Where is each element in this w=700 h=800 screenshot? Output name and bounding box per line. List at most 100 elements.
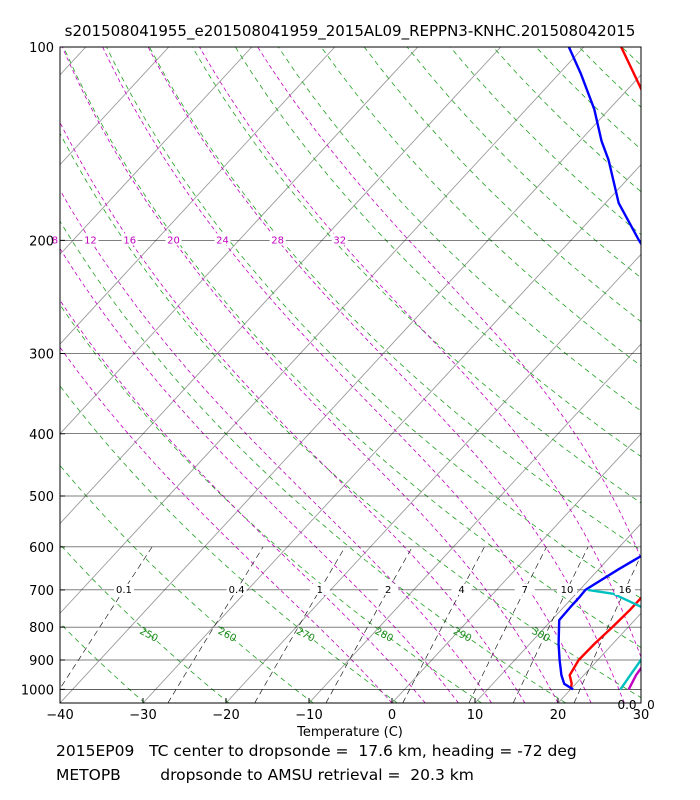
series-line-4 (627, 666, 641, 690)
mixing-ratio-label: 4 (458, 585, 464, 596)
grid-lines (0, 47, 700, 703)
dry-adiabat-label: 280 (373, 626, 395, 645)
y-tick-label: 1000 (21, 683, 54, 698)
dry-adiabat (535, 47, 641, 150)
moist-adiabat (61, 47, 559, 703)
mixing-ratio-label-bg (557, 583, 578, 595)
corner-label: 0.0 (617, 698, 636, 712)
dry-adiabat (60, 132, 641, 699)
isotherm-line (142, 163, 641, 703)
moist-adiabat (199, 47, 641, 659)
mixing-ratio-label-bg (378, 583, 399, 595)
moist-adiabat-label: 16 (123, 235, 136, 246)
moist-adiabat (147, 47, 625, 703)
dry-adiabat (106, 47, 641, 599)
isotherm-line (474, 522, 641, 703)
isotherm-line (60, 47, 253, 256)
y-tick-label: 800 (29, 621, 54, 636)
moist-adiabat-label: 20 (167, 235, 180, 246)
dry-adiabat (665, 47, 700, 703)
moist-adiabat (60, 189, 492, 703)
dry-adiabat-label: 290 (451, 626, 473, 645)
mixing-ratio-line (254, 546, 346, 703)
y-tick-label: 900 (29, 654, 54, 669)
moist-adiabat (60, 247, 459, 703)
isotherm-line (60, 47, 502, 525)
mixing-ratio-line (325, 546, 413, 703)
moist-adiabat-label-bg (121, 233, 138, 246)
mixing-ratio-label-bg (113, 583, 134, 595)
plot-frame (59, 46, 642, 704)
mixing-ratio-label-bg (514, 583, 535, 595)
isotherm-line (308, 343, 641, 703)
x-tick-label: 30 (633, 708, 650, 723)
dry-adiabat (60, 304, 482, 703)
dry-adiabat (191, 47, 641, 504)
dry-adiabat (320, 47, 641, 367)
isotherm-line (0, 47, 3, 703)
moist-adiabat-label: 28 (271, 235, 284, 246)
x-tick-label: −40 (46, 708, 73, 723)
dry-adiabat (449, 47, 641, 236)
mixing-ratio-label-bg (451, 583, 472, 595)
y-tick-label: 200 (29, 234, 54, 249)
mixing-ratio-line (512, 546, 589, 703)
moist-adiabat (102, 47, 592, 703)
moist-adiabat-label-bg (214, 233, 231, 246)
moist-adiabat (60, 346, 393, 703)
y-tick-label: 700 (29, 584, 54, 599)
mixing-ratio-label: 7 (522, 585, 528, 596)
series-line-3 (587, 588, 641, 691)
moist-adiabat (60, 121, 526, 703)
caption-line-1: 2015EP09 TC center to dropsonde = 17.6 k… (56, 742, 577, 760)
x-tick-label: −30 (129, 708, 156, 723)
isobar-lines (60, 47, 641, 690)
corner-label: 0 (647, 698, 655, 712)
moist-adiabat-label: 8 (52, 235, 58, 246)
y-tick-label: 100 (29, 41, 54, 56)
mixing-ratio-line (167, 546, 264, 703)
x-axis-label: Temperature (C) (296, 725, 403, 740)
caption-line-2: METOPB dropsonde to AMSU retrieval = 20.… (56, 766, 474, 784)
y-tick-label: 600 (29, 541, 54, 556)
moist-adiabat (60, 299, 426, 703)
dry-adiabat (60, 622, 146, 703)
mixing-ratio-label-bg (614, 583, 635, 595)
mixing-ratio-line (402, 546, 485, 703)
y-tick-label: 400 (29, 428, 54, 443)
mixing-ratio-label: 1 (317, 585, 323, 596)
mixing-ratio-line (60, 546, 153, 690)
x-tick-label: 0 (388, 708, 396, 723)
isotherm-line (225, 253, 641, 703)
y-tick-label: 500 (29, 490, 54, 505)
series-lines (557, 47, 641, 691)
moist-adiabat-label-bg (165, 233, 182, 246)
dry-adiabat-label: 260 (216, 626, 238, 645)
dry-adiabat (578, 47, 641, 108)
series-line-2 (557, 47, 641, 691)
x-tick-label: 10 (467, 708, 484, 723)
dry-adiabat (363, 47, 641, 323)
x-tick-label: −20 (212, 708, 239, 723)
dry-adiabat (60, 701, 61, 703)
isotherm-line (60, 47, 585, 614)
moist-adiabat-label: 24 (216, 235, 229, 246)
isotherm-line (60, 47, 336, 345)
isotherm-line (60, 47, 419, 435)
dry-adiabat (406, 47, 641, 279)
moist-adiabat-label-bg (46, 233, 63, 246)
dry-adiabat-label: 270 (294, 626, 316, 645)
dry-adiabat (60, 385, 398, 703)
dry-adiabat (234, 47, 641, 457)
axis-ticks: −40 −30 −20 −10 0 10 20 30 100 200 300 400 500 600 700… (21, 41, 649, 723)
moist-adiabat-label: 12 (84, 235, 97, 246)
dry-adiabat (60, 464, 314, 703)
moist-adiabat-label-bg (269, 233, 286, 246)
x-tick-label: 20 (550, 708, 567, 723)
isotherm-line (640, 702, 641, 703)
mixing-ratio-label: 16 (619, 585, 632, 596)
isotherm-line (60, 74, 641, 703)
mixing-ratio-label: 0.4 (229, 585, 245, 596)
dry-adiabat (277, 47, 641, 412)
